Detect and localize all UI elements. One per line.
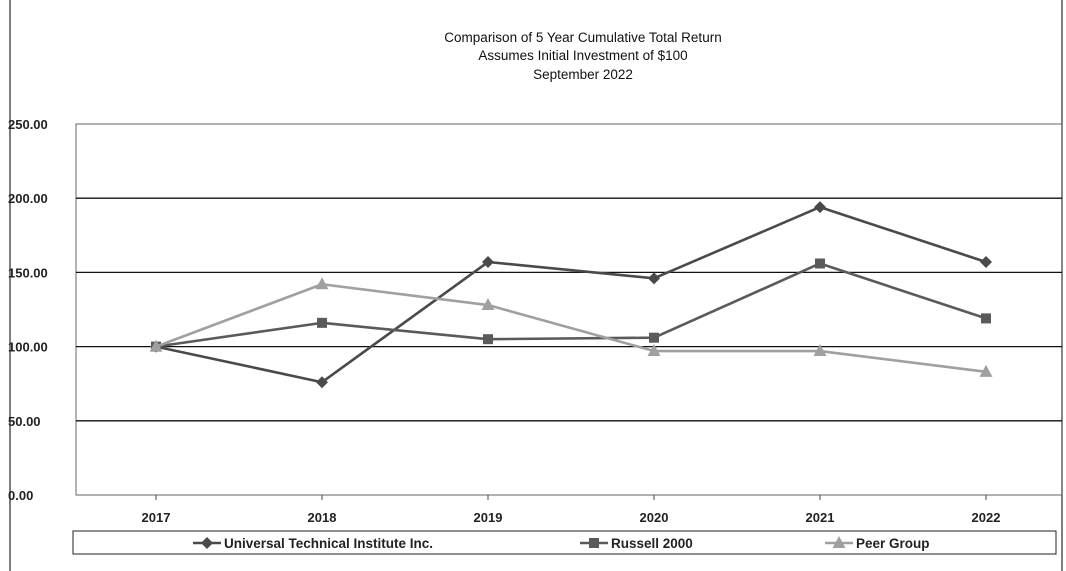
x-tick-label: 2019 xyxy=(474,510,503,525)
chart-title-line-3: September 2022 xyxy=(533,67,633,82)
series-line xyxy=(155,262,987,348)
x-tick-label: 2021 xyxy=(806,510,835,525)
y-tick-label: 100.00 xyxy=(8,340,48,355)
data-point xyxy=(648,272,660,285)
x-tick-label: 2020 xyxy=(640,510,669,525)
series-line xyxy=(155,282,987,374)
y-axis-tick-labels: 0.00 50.00 100.00 150.00 200.00 250.00 xyxy=(8,117,48,503)
plot-area xyxy=(75,123,1063,496)
x-tick-label: 2022 xyxy=(972,510,1001,525)
x-tick-label: 2018 xyxy=(308,510,337,525)
legend: Universal Technical Institute Inc. Russel… xyxy=(72,530,1057,555)
legend-marker xyxy=(589,538,599,548)
legend-item-russell-2000: Russell 2000 xyxy=(580,536,693,551)
series-line xyxy=(155,205,987,384)
data-point xyxy=(316,376,328,389)
data-point xyxy=(317,317,327,328)
series-peer-group xyxy=(149,277,993,377)
data-point xyxy=(483,334,493,345)
gridlines xyxy=(76,197,1062,422)
data-point xyxy=(647,344,661,357)
x-axis-tick-labels: 2017 2018 2019 2020 2021 2022 xyxy=(142,495,1001,525)
chart-title-line-1: Comparison of 5 Year Cumulative Total Re… xyxy=(444,30,721,45)
legend-box xyxy=(72,530,1057,555)
y-tick-label: 200.00 xyxy=(8,191,48,206)
data-point xyxy=(482,256,494,269)
legend-items: Universal Technical Institute Inc. Russel… xyxy=(193,536,930,551)
legend-item-universal-technical-institute-inc: Universal Technical Institute Inc. xyxy=(193,536,433,551)
data-point xyxy=(815,258,825,269)
series-group xyxy=(149,201,993,389)
legend-marker xyxy=(832,536,846,548)
chart-title-line-2: Assumes Initial Investment of $100 xyxy=(478,48,687,63)
y-tick-label: 150.00 xyxy=(8,265,48,280)
y-tick-label: 250.00 xyxy=(8,117,48,132)
data-point xyxy=(814,201,826,214)
legend-label: Peer Group xyxy=(856,536,930,551)
legend-item-peer-group: Peer Group xyxy=(825,536,930,551)
legend-label: Russell 2000 xyxy=(611,536,693,551)
data-point xyxy=(315,277,329,290)
chart-title: Comparison of 5 Year Cumulative Total Re… xyxy=(444,30,721,82)
data-point xyxy=(649,332,659,343)
legend-marker xyxy=(201,537,213,549)
data-point xyxy=(149,339,163,352)
x-tick-label: 2017 xyxy=(142,510,171,525)
data-point xyxy=(979,364,993,377)
data-point xyxy=(981,313,991,324)
data-point xyxy=(481,298,495,311)
y-tick-label: 0.00 xyxy=(8,488,33,503)
series-universal-technical-institute-inc xyxy=(150,201,992,389)
data-point xyxy=(980,256,992,269)
data-point xyxy=(813,344,827,357)
legend-label: Universal Technical Institute Inc. xyxy=(224,536,433,551)
y-tick-label: 50.00 xyxy=(8,414,41,429)
